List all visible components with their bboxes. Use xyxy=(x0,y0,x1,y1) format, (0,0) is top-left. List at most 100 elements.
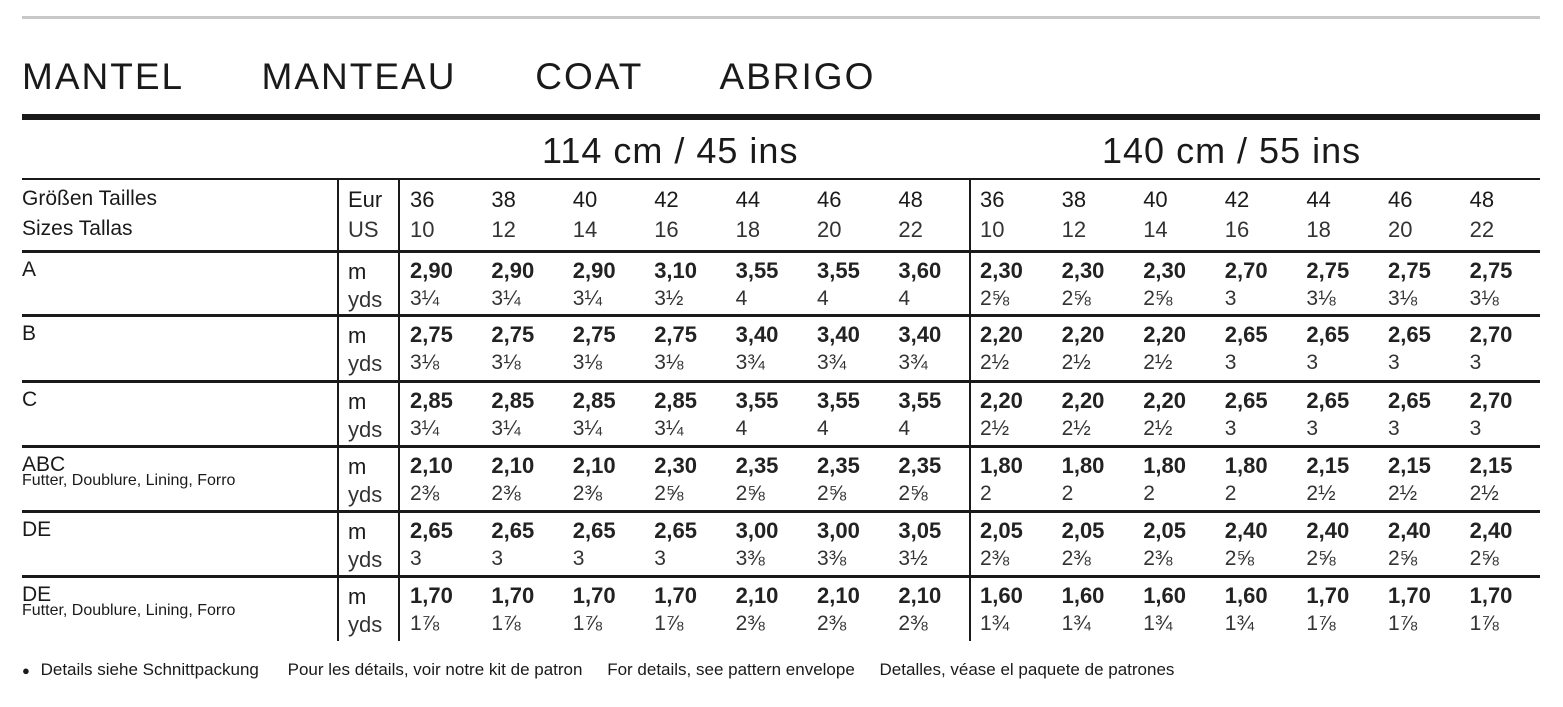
meters-cell: 2,10 xyxy=(817,583,860,608)
meters-cell: 2,70 xyxy=(1469,322,1513,347)
footer-note: ● Details siehe Schnittpackung Pour les … xyxy=(22,660,1174,680)
row-label: A xyxy=(22,258,37,281)
size-label-line1: Größen Tailles xyxy=(22,187,158,210)
meters-cell: 2,65 xyxy=(572,518,616,543)
eur-size: 36 xyxy=(980,187,1005,212)
meters-cell: 3,55 xyxy=(735,388,779,413)
row-label: ABC xyxy=(22,453,66,476)
meters-cell: 2,90 xyxy=(572,258,616,283)
meters-cell: 2,35 xyxy=(817,453,860,478)
yards-cell: 3⅛ xyxy=(1388,287,1418,310)
yards-cell: 2⅝ xyxy=(1469,547,1499,570)
meters-cell: 2,10 xyxy=(735,583,779,608)
us-size: 14 xyxy=(572,217,598,242)
yards-cell: 2⅝ xyxy=(1388,547,1418,570)
yards-cell: 2⅝ xyxy=(735,482,765,505)
yards-cell: 2⅝ xyxy=(980,287,1010,310)
meters-cell: 2,65 xyxy=(1224,388,1268,413)
meters-cell: 3,40 xyxy=(817,322,860,347)
yards-cell: 3 xyxy=(572,547,585,570)
eur-size: 36 xyxy=(410,187,435,212)
meters-cell: 1,80 xyxy=(1224,453,1268,478)
meters-cell: 2,20 xyxy=(980,388,1023,413)
unit-m: m xyxy=(348,389,367,414)
meters-cell: 2,75 xyxy=(654,322,698,347)
eur-size: 42 xyxy=(654,187,679,212)
yards-cell: 2⅜ xyxy=(980,547,1010,570)
yards-cell: 2⅝ xyxy=(654,482,684,505)
yards-cell: 3¼ xyxy=(654,417,684,440)
meters-cell: 3,55 xyxy=(817,258,860,283)
footer-note-de: Details siehe Schnittpackung xyxy=(40,660,259,679)
meters-cell: 2,85 xyxy=(410,388,453,413)
meters-cell: 2,05 xyxy=(1061,518,1105,543)
meters-cell: 2,40 xyxy=(1224,518,1268,543)
yards-cell: 1⅞ xyxy=(410,612,440,635)
yards-cell: 4 xyxy=(735,287,748,310)
yards-cell: 3 xyxy=(1224,351,1237,374)
row-rule xyxy=(22,380,1540,383)
meters-cell: 2,90 xyxy=(491,258,535,283)
us-size: 12 xyxy=(1061,217,1087,242)
yards-cell: 2½ xyxy=(1306,482,1336,505)
meters-cell: 2,65 xyxy=(1388,388,1431,413)
yards-cell: 4 xyxy=(898,287,911,310)
yards-cell: 2 xyxy=(1143,482,1155,505)
meters-cell: 2,10 xyxy=(572,453,616,478)
meters-cell: 1,70 xyxy=(1469,583,1513,608)
row-rule xyxy=(22,445,1540,448)
yards-cell: 3 xyxy=(1224,417,1237,440)
eur-size: 40 xyxy=(572,187,598,212)
meters-cell: 2,85 xyxy=(491,388,535,413)
yards-cell: 3 xyxy=(1469,417,1482,440)
yards-cell: 2 xyxy=(1224,482,1237,505)
meters-cell: 2,15 xyxy=(1306,453,1350,478)
yards-cell: 3⅛ xyxy=(654,351,684,374)
yards-cell: 3⅛ xyxy=(491,351,521,374)
yards-cell: 2⅜ xyxy=(410,482,440,505)
meters-cell: 2,85 xyxy=(572,388,616,413)
yards-cell: 2⅝ xyxy=(1306,547,1336,570)
yards-cell: 3 xyxy=(1306,417,1319,440)
row-sublabel: Futter, Doublure, Lining, Forro xyxy=(22,602,236,619)
us-size: 16 xyxy=(1224,217,1250,242)
meters-cell: 1,70 xyxy=(1306,583,1350,608)
yards-cell: 2 xyxy=(1061,482,1074,505)
meters-cell: 2,20 xyxy=(1143,322,1187,347)
yards-cell: 3¾ xyxy=(898,351,928,374)
yards-cell: 1⅞ xyxy=(1306,612,1336,635)
footer-note-fr: Pour les détails, voir notre kit de patr… xyxy=(287,660,583,679)
yards-cell: 3¼ xyxy=(572,287,602,310)
title-rule xyxy=(22,114,1540,120)
us-size: 14 xyxy=(1143,217,1168,242)
yards-cell: 2⅝ xyxy=(1143,287,1173,310)
yards-cell: 3 xyxy=(491,547,504,570)
yards-cell: 3⅜ xyxy=(735,547,765,570)
unit-yds: yds xyxy=(348,482,383,507)
footer-note-es: Detalles, véase el paquete de patrones xyxy=(879,660,1175,679)
eur-size: 46 xyxy=(817,187,842,212)
yards-cell: 2⅜ xyxy=(898,612,928,635)
unit-yds: yds xyxy=(348,612,383,637)
meters-cell: 1,70 xyxy=(491,583,535,608)
row-rule xyxy=(22,510,1540,513)
yards-cell: 3 xyxy=(1388,351,1400,374)
row-sublabel: Futter, Doublure, Lining, Forro xyxy=(22,472,236,489)
yards-cell: 4 xyxy=(898,417,911,440)
yards-cell: 3 xyxy=(1469,351,1482,374)
unit-yds: yds xyxy=(348,417,383,442)
row-label: DE xyxy=(22,518,52,541)
yards-cell: 2½ xyxy=(980,351,1010,374)
yards-cell: 2⅜ xyxy=(817,612,847,635)
meters-cell: 3,60 xyxy=(898,258,942,283)
eur-size: 42 xyxy=(1224,187,1250,212)
meters-cell: 2,65 xyxy=(1224,322,1268,347)
meters-cell: 2,70 xyxy=(1469,388,1513,413)
meters-cell: 1,70 xyxy=(572,583,616,608)
yards-cell: 3¼ xyxy=(491,417,521,440)
header-rule xyxy=(22,178,1540,180)
meters-cell: 2,75 xyxy=(1388,258,1431,283)
eur-size: 38 xyxy=(1061,187,1087,212)
yards-cell: 2⅜ xyxy=(1061,547,1091,570)
yards-cell: 3⅛ xyxy=(410,351,440,374)
